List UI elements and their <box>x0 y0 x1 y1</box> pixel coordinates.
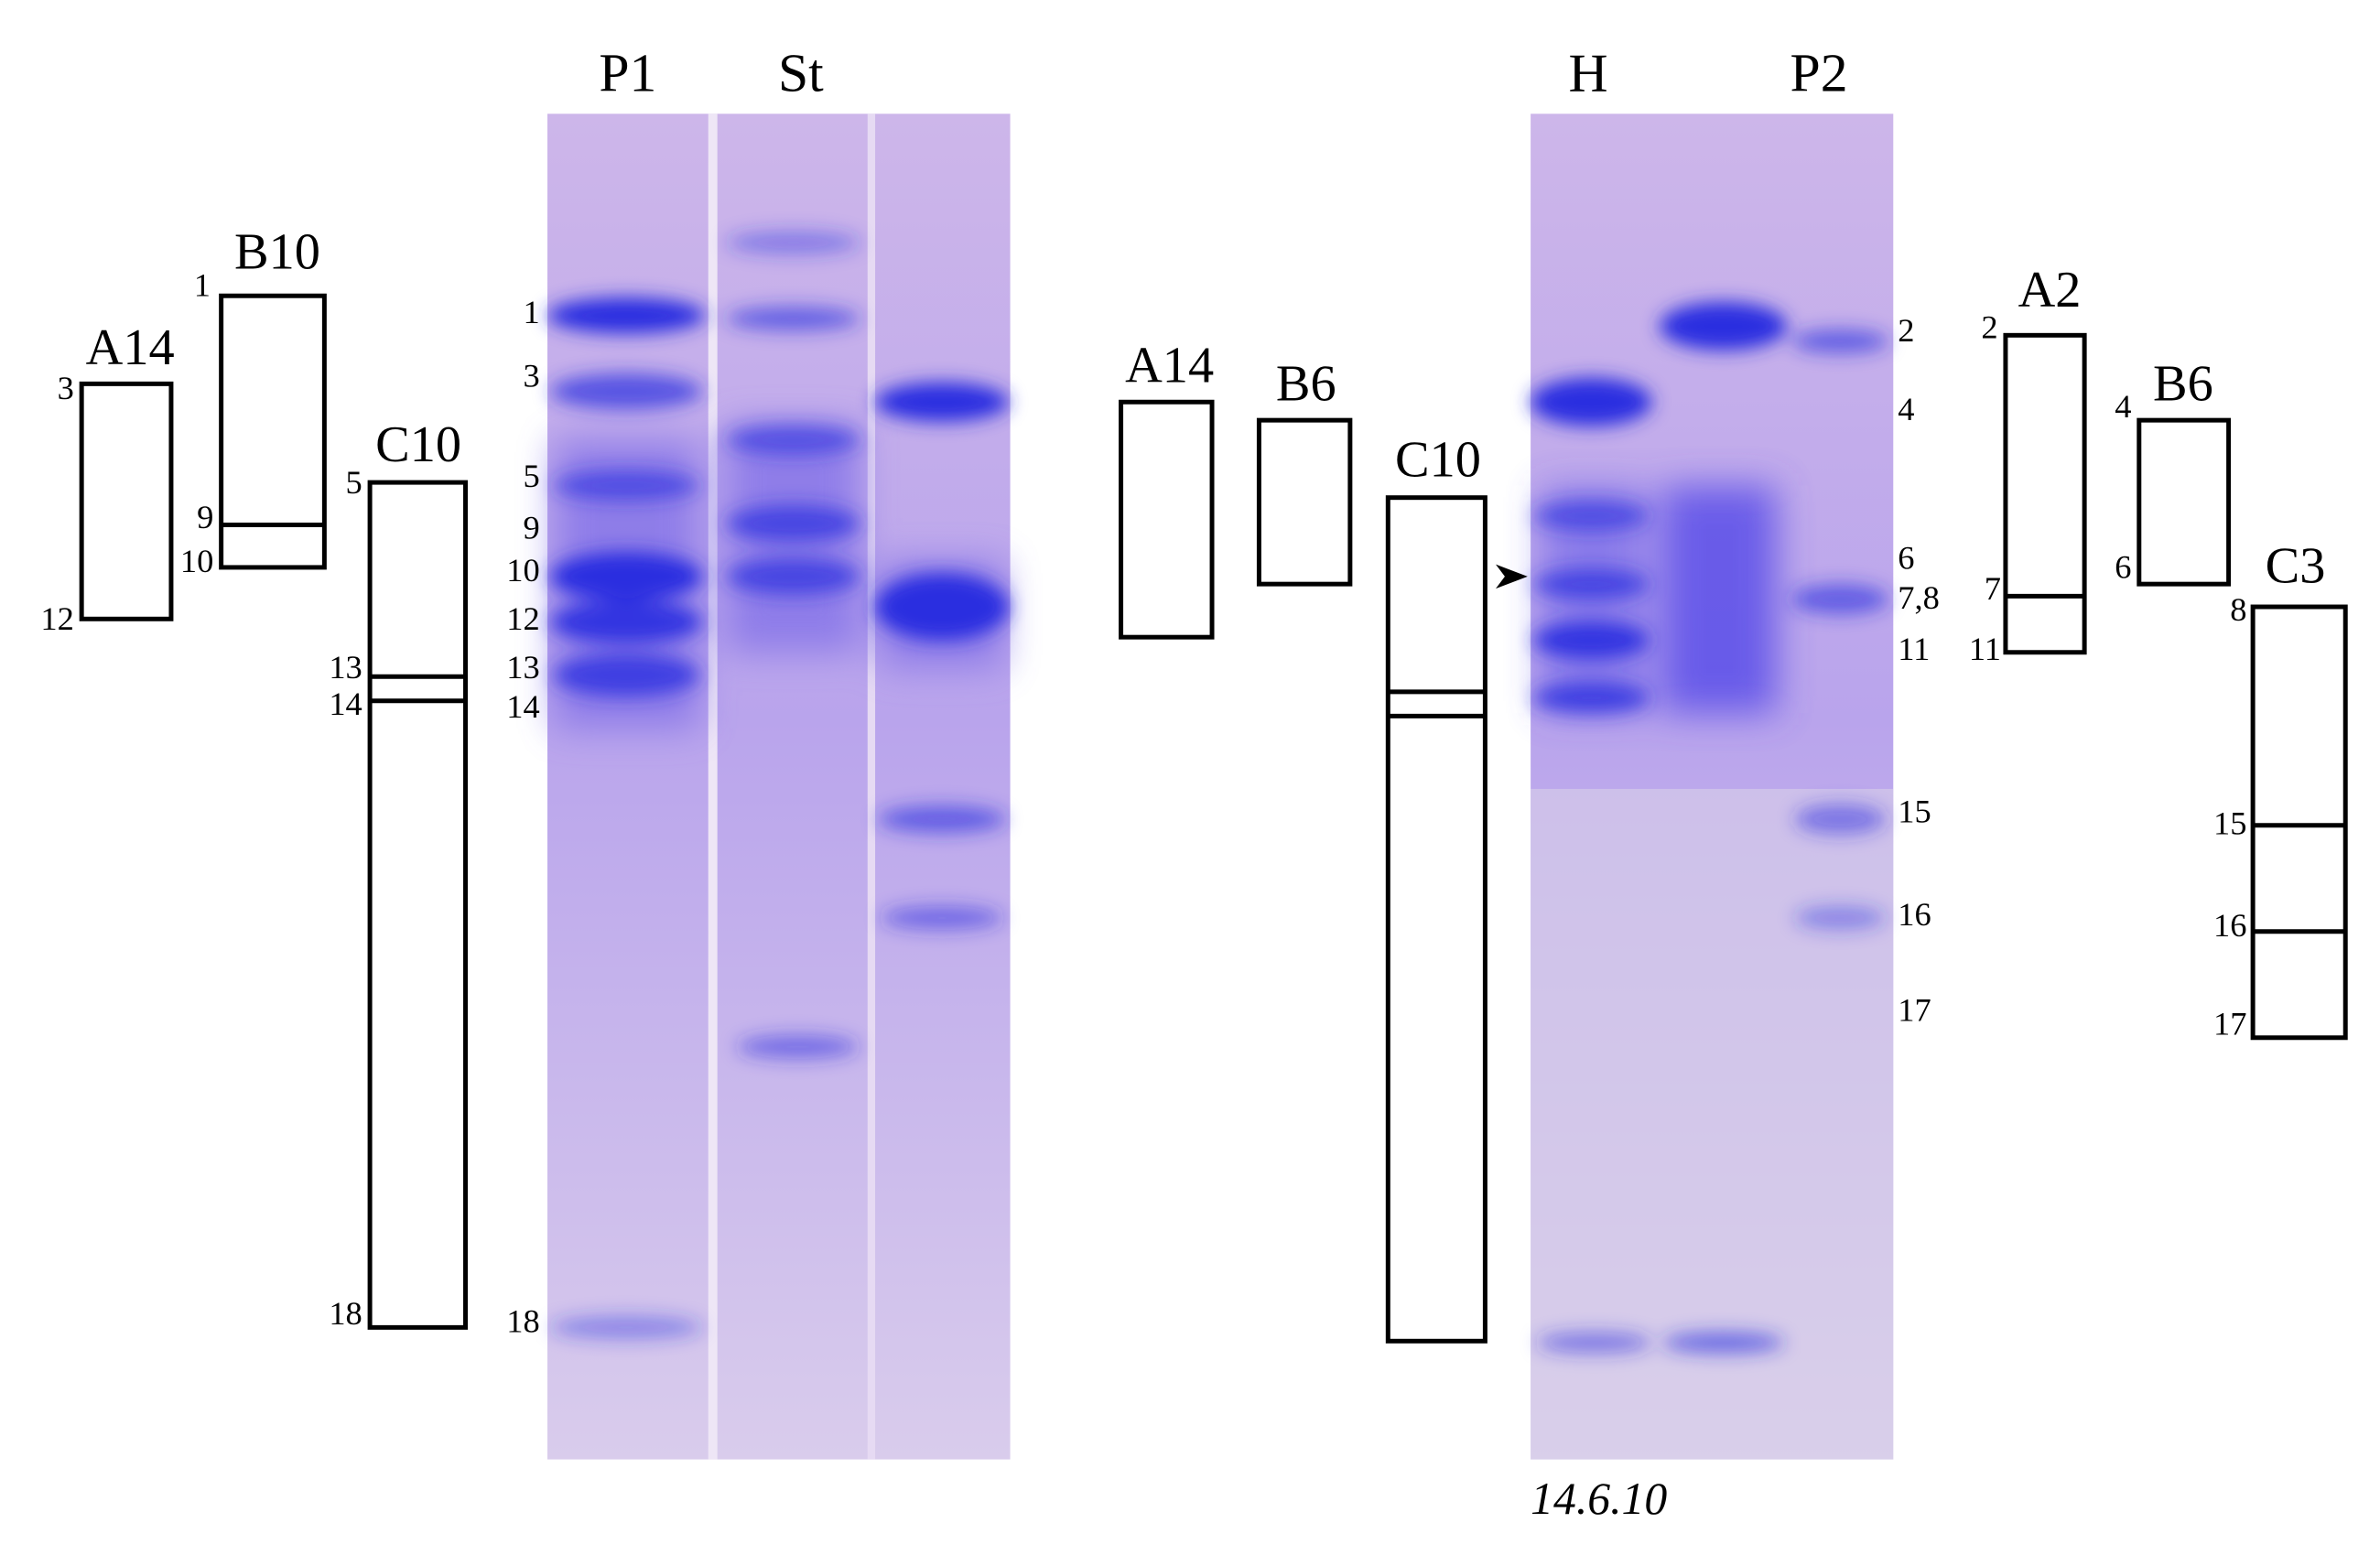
band-number: 16 <box>1898 896 1931 933</box>
band-number: 18 <box>506 1302 539 1339</box>
scheme-box <box>1256 417 1353 587</box>
scheme-mark: 14 <box>329 686 362 722</box>
gel-left <box>547 113 1011 1460</box>
scheme-mark: 7 <box>1985 570 2001 607</box>
band-number: 12 <box>506 600 539 637</box>
lane-label: P2 <box>1790 42 1848 103</box>
caption: 14.6.10 <box>1531 1474 1667 1524</box>
scheme-mark: 4 <box>2115 388 2131 425</box>
scheme-label: C10 <box>375 416 461 473</box>
scheme-label: C3 <box>2266 538 2326 595</box>
band-number: 3 <box>524 358 540 394</box>
band-number: 17 <box>1898 992 1931 1029</box>
scheme-mark: 11 <box>1969 631 2001 667</box>
scheme-mark: 6 <box>2115 549 2131 586</box>
scheme-mark: 15 <box>2213 805 2246 842</box>
arrow <box>1495 564 1528 589</box>
band-number: 13 <box>506 649 539 686</box>
scheme-label: A14 <box>1125 338 1214 394</box>
scheme-mark: 17 <box>2213 1006 2246 1042</box>
band-number: 1 <box>524 294 540 330</box>
band-number: 7,8 <box>1898 579 1940 616</box>
scheme-box <box>2250 604 2348 1041</box>
scheme-box <box>1119 399 1215 640</box>
scheme-box <box>2003 332 2087 655</box>
scheme-mark: 3 <box>58 370 74 406</box>
scheme-label: B6 <box>2153 356 2213 413</box>
scheme-label: B10 <box>234 223 320 280</box>
band-number: 14 <box>506 688 539 725</box>
band-number: 15 <box>1898 793 1931 829</box>
scheme-label: A14 <box>86 319 175 376</box>
scheme-label: C10 <box>1395 431 1481 488</box>
scheme-mark: 18 <box>329 1295 362 1332</box>
scheme-mark: 5 <box>346 464 362 501</box>
scheme-box <box>219 293 327 570</box>
scheme-label: A2 <box>2018 262 2082 319</box>
scheme-mark: 1 <box>194 266 211 303</box>
lane-label: St <box>778 42 824 103</box>
scheme-mark: 2 <box>1981 309 1997 346</box>
lane-label: H <box>1569 42 1608 103</box>
scheme-mark: 16 <box>2213 907 2246 944</box>
scheme-box <box>367 480 469 1330</box>
scheme-box <box>79 381 174 621</box>
band-number: 4 <box>1898 391 1914 427</box>
scheme-mark: 13 <box>329 649 362 686</box>
band-number: 6 <box>1898 540 1914 577</box>
gel-right <box>1531 113 1894 1460</box>
scheme-mark: 9 <box>197 499 213 535</box>
scheme-mark: 10 <box>180 543 213 579</box>
band-number: 5 <box>524 458 540 494</box>
scheme-label: B6 <box>1276 356 1336 413</box>
band-number: 11 <box>1898 631 1930 667</box>
band-number: 2 <box>1898 312 1914 349</box>
lane-label: P1 <box>599 42 656 103</box>
scheme-box <box>1385 495 1488 1344</box>
scheme-mark: 8 <box>2230 591 2246 628</box>
scheme-box <box>2137 417 2232 587</box>
band-number: 9 <box>524 510 540 546</box>
band-number: 10 <box>506 552 539 589</box>
scheme-mark: 12 <box>40 600 73 637</box>
